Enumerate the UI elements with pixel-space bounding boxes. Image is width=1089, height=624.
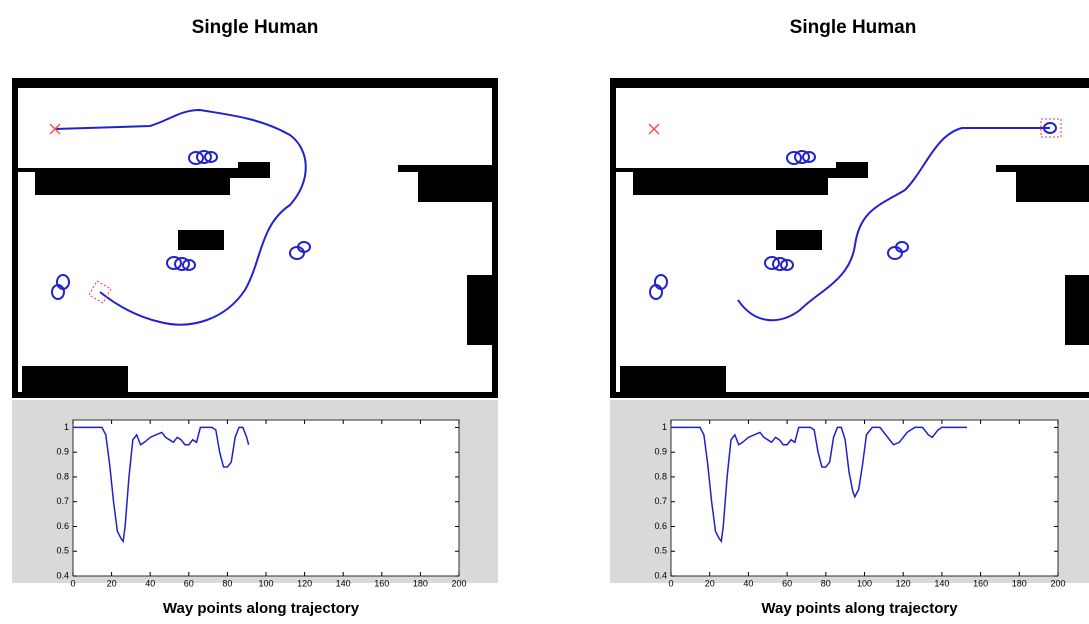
x-tick-label: 140 [934,578,949,588]
x-tick-label: 160 [374,578,389,588]
y-tick-label: 1 [662,422,667,432]
map-right [610,78,1089,395]
x-tick-label: 180 [413,578,428,588]
plot-area [671,420,1058,576]
y-tick-label: 0.5 [56,546,69,556]
y-tick-label: 0.9 [56,447,69,457]
figure: Single Human0204060801001201401601802000… [0,0,1089,619]
x-tick-label: 0 [668,578,673,588]
x-tick-label: 0 [70,578,75,588]
y-tick-label: 0.8 [654,471,667,481]
x-tick-label: 120 [896,578,911,588]
x-tick-label: 160 [973,578,988,588]
x-tick-label: 40 [145,578,155,588]
y-tick-label: 0.4 [654,570,667,580]
y-tick-label: 0.6 [654,521,667,531]
x-tick-label: 200 [451,578,466,588]
chart-title: Single Human [192,17,319,38]
x-axis-label: Way points along trajectory [761,600,958,617]
x-tick-label: 120 [297,578,312,588]
x-tick-label: 40 [743,578,753,588]
plot-area [73,420,459,576]
y-tick-label: 0.4 [56,570,69,580]
x-tick-label: 80 [821,578,831,588]
x-tick-label: 20 [705,578,715,588]
y-tick-label: 0.8 [56,471,69,481]
x-tick-label: 80 [222,578,232,588]
y-tick-label: 0.7 [654,496,667,506]
map-left [12,78,498,395]
x-tick-label: 200 [1050,578,1065,588]
chart-title: Single Human [790,17,917,38]
x-tick-label: 100 [258,578,273,588]
x-tick-label: 20 [107,578,117,588]
x-axis-label: Way points along trajectory [163,600,360,617]
x-tick-label: 60 [782,578,792,588]
x-tick-label: 100 [857,578,872,588]
x-tick-label: 60 [184,578,194,588]
x-tick-label: 180 [1012,578,1027,588]
y-tick-label: 0.7 [56,496,69,506]
y-tick-label: 0.5 [654,546,667,556]
y-tick-label: 1 [64,422,69,432]
y-tick-label: 0.6 [56,521,69,531]
y-tick-label: 0.9 [654,447,667,457]
x-tick-label: 140 [336,578,351,588]
